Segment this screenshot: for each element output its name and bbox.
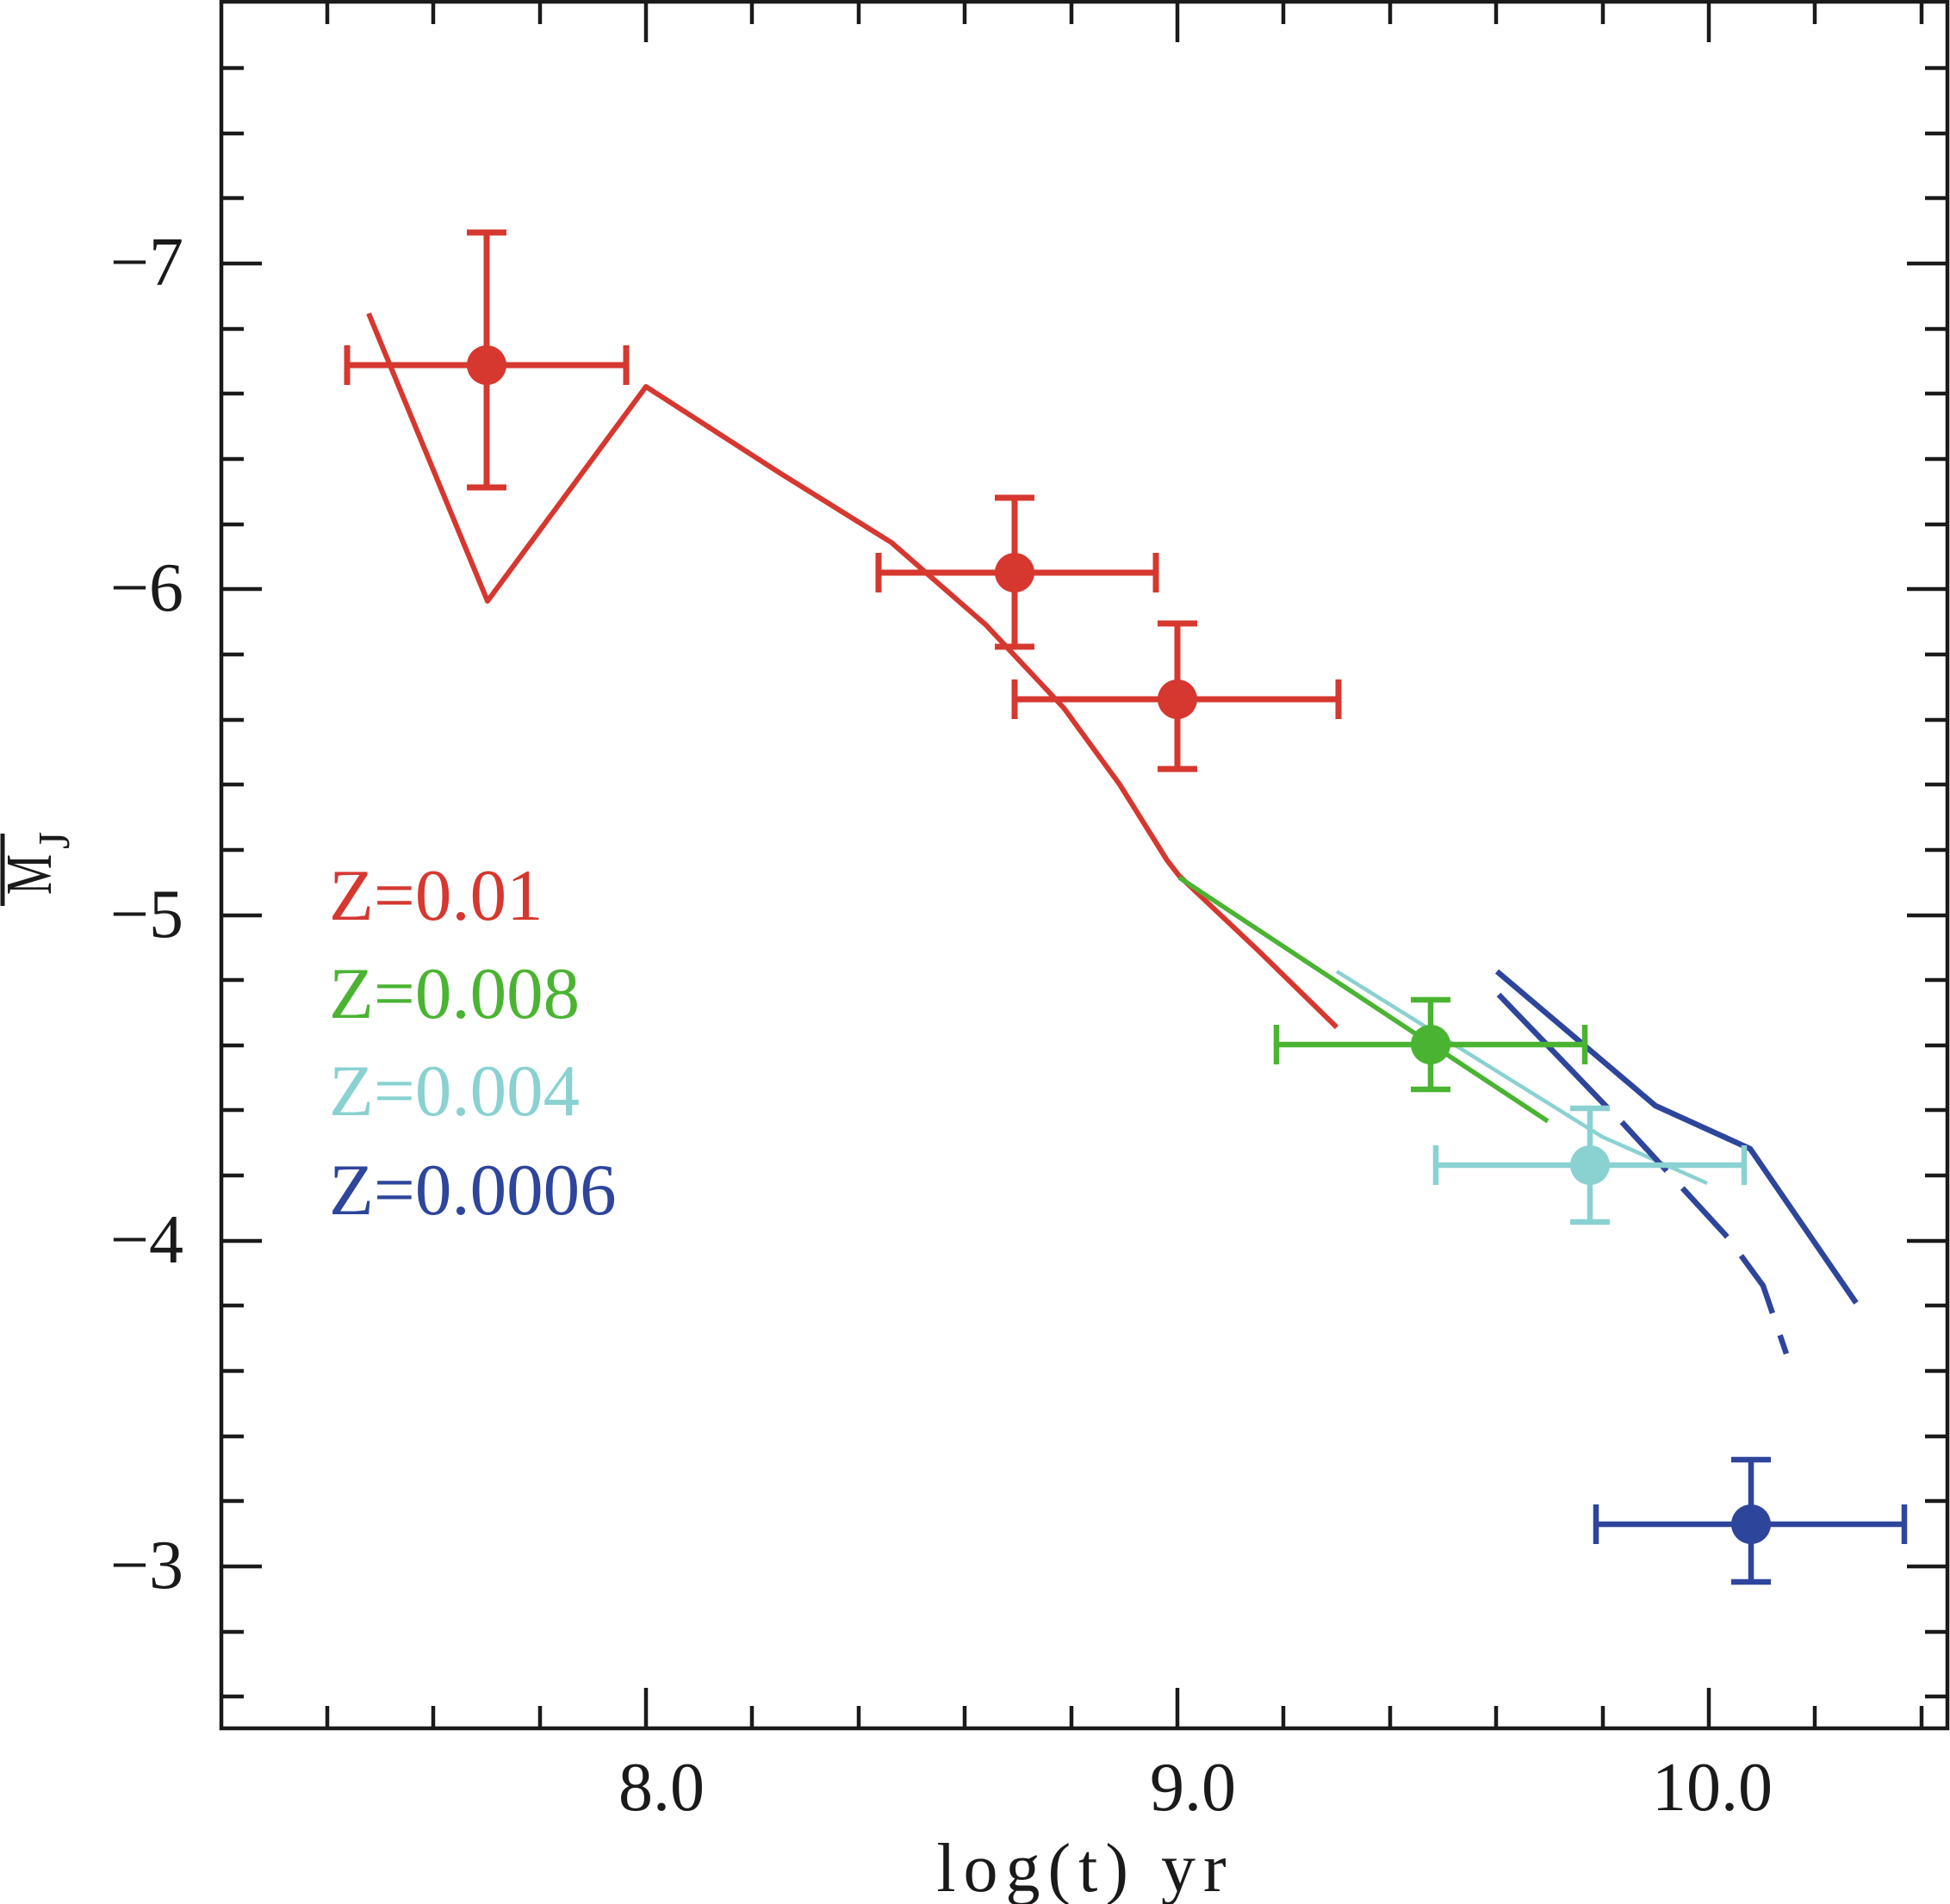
svg-text:−6: −6: [110, 550, 183, 626]
svg-text:J: J: [30, 832, 79, 849]
svg-text:−5: −5: [110, 877, 183, 952]
svg-text:M: M: [0, 854, 65, 895]
svg-text:Z=0.008: Z=0.008: [329, 953, 580, 1034]
svg-text:8.0: 8.0: [618, 1750, 705, 1826]
svg-text:−7: −7: [110, 225, 183, 301]
svg-text:Z=0.004: Z=0.004: [329, 1051, 580, 1132]
svg-text:−3: −3: [110, 1528, 183, 1603]
svg-text:9.0: 9.0: [1150, 1750, 1236, 1826]
svg-text:10.0: 10.0: [1652, 1750, 1773, 1826]
svg-text:Z=0.0006: Z=0.0006: [329, 1150, 617, 1231]
svg-text:−4: −4: [110, 1202, 183, 1278]
svg-text:Z=0.01: Z=0.01: [329, 855, 543, 936]
svg-text:log(t) yr: log(t) yr: [936, 1831, 1233, 1904]
